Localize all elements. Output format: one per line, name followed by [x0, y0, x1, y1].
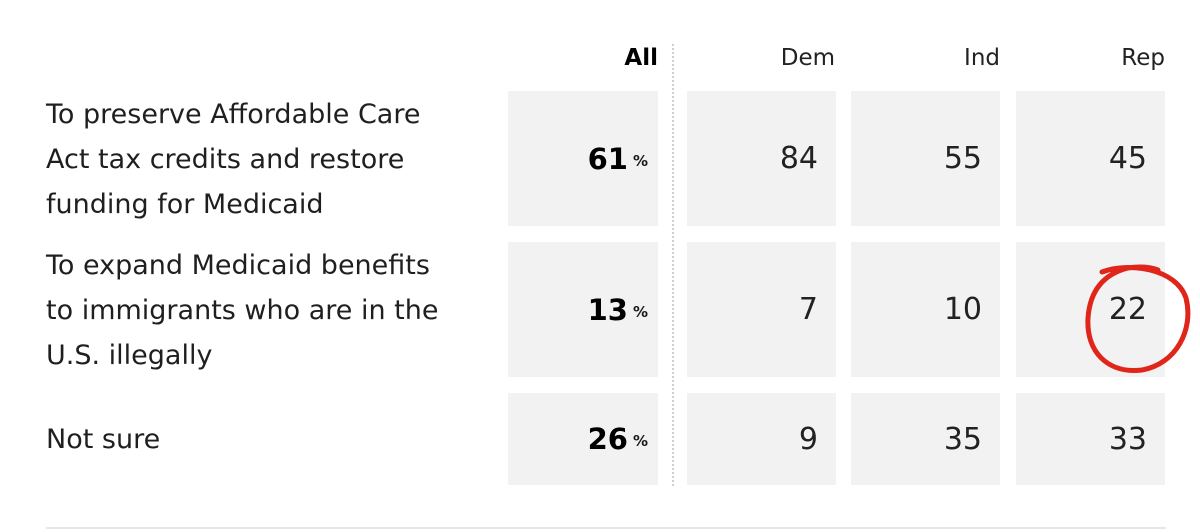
row-label-line: Act tax credits and restore: [46, 144, 405, 175]
cell-ind: 10: [851, 242, 1000, 377]
column-header-rep: Rep: [1121, 45, 1165, 71]
value-ind: 55: [943, 141, 982, 176]
column-header-ind: Ind: [964, 45, 1000, 71]
row-label: To preserve Affordable Care Act tax cred…: [46, 92, 476, 227]
cell-ind: 55: [851, 91, 1000, 226]
value-all: 61: [587, 141, 628, 176]
cell-rep: 33: [1016, 393, 1165, 485]
cell-ind: 35: [851, 393, 1000, 485]
row-label-line: funding for Medicaid: [46, 189, 324, 220]
cell-all: 61%: [508, 91, 658, 226]
bottom-rule: [46, 527, 1166, 529]
value-all: 13: [587, 292, 628, 327]
row-label-line: To preserve Affordable Care: [46, 99, 421, 130]
row-label-line: To expand Medicaid benefits: [46, 250, 430, 281]
percent-sign: %: [632, 432, 648, 450]
percent-sign: %: [632, 302, 648, 321]
cell-all: 26%: [508, 393, 658, 485]
value-rep: 22: [1108, 292, 1147, 327]
row-label-line: Not sure: [46, 424, 161, 455]
value-dem: 7: [798, 292, 818, 327]
column-header-all: All: [624, 45, 658, 71]
cell-dem: 9: [687, 393, 836, 485]
value-ind: 35: [943, 421, 982, 457]
value-dem: 9: [798, 421, 818, 457]
highlight-circle: [1085, 264, 1191, 373]
percent-sign: %: [632, 151, 648, 170]
cell-dem: 7: [687, 242, 836, 377]
cell-all: 13%: [508, 242, 658, 377]
column-divider: [672, 44, 674, 486]
value-all: 26: [587, 422, 628, 456]
value-ind: 10: [943, 292, 982, 327]
column-header-dem: Dem: [780, 45, 835, 71]
value-rep: 33: [1108, 421, 1147, 457]
row-label: Not sure: [46, 417, 476, 462]
value-dem: 84: [779, 141, 818, 176]
row-label-line: U.S. illegally: [46, 340, 213, 371]
row-label: To expand Medicaid benefits to immigrant…: [46, 243, 476, 378]
row-label-line: to immigrants who are in the: [46, 295, 439, 326]
cell-rep: 45: [1016, 91, 1165, 226]
value-rep: 45: [1108, 141, 1147, 176]
cell-dem: 84: [687, 91, 836, 226]
